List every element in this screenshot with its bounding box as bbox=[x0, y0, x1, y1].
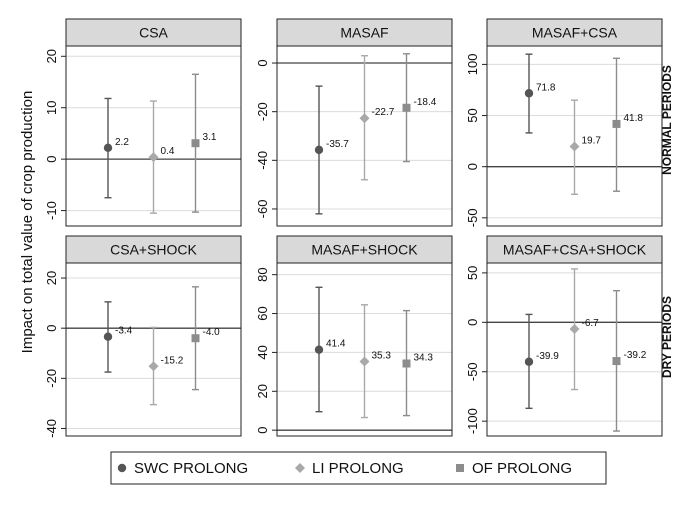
legend-marker bbox=[295, 463, 305, 473]
panel-4-data-label: 41.4 bbox=[326, 339, 346, 350]
legend-label: LI PROLONG bbox=[312, 460, 404, 477]
panel-1-point bbox=[314, 145, 324, 155]
panel-4-tick-label: 20 bbox=[255, 384, 270, 398]
panel-3-point bbox=[103, 332, 113, 341]
panel-2-tick-label: 100 bbox=[465, 54, 480, 76]
legend-label: OF PROLONG bbox=[472, 460, 572, 477]
panel-5-point bbox=[524, 357, 534, 366]
panel-3-point bbox=[191, 334, 200, 343]
panel-3-tick-label: -20 bbox=[44, 369, 59, 388]
panel-0-tick-label: -10 bbox=[44, 201, 59, 220]
panel-2: MASAF+CSA -50 0 50 100 71.8 19.7 41.8 bbox=[465, 18, 663, 227]
panel-3-tick-label: 20 bbox=[44, 271, 59, 285]
panel-3-point bbox=[148, 361, 159, 372]
panel-2-data-label: 41.8 bbox=[624, 113, 644, 124]
panel-0: CSA -10 0 10 20 2.2 0.4 3.1 bbox=[44, 18, 242, 227]
panel-0-data-label: 3.1 bbox=[203, 132, 217, 143]
panel-5-strip bbox=[486, 235, 663, 264]
panel-5: MASAF+CSA+SHOCK -100 -50 0 50 -39.9 -6.7 -39.2 bbox=[465, 235, 663, 437]
panel-1-tick-label: -60 bbox=[255, 200, 270, 219]
panel-4-frame bbox=[276, 262, 453, 437]
panel-3-title: CSA+SHOCK bbox=[110, 242, 197, 258]
legend-marker bbox=[456, 464, 464, 472]
y-axis-label: Impact on total value of crop production bbox=[19, 91, 36, 354]
row-label-dry: DRY PERIODS bbox=[660, 296, 674, 378]
panel-4-strip bbox=[276, 235, 453, 264]
panel-1-data-label: -35.7 bbox=[326, 139, 349, 150]
panel-0-tick-label: 0 bbox=[44, 156, 59, 163]
legend-label: SWC PROLONG bbox=[134, 460, 248, 477]
panel-2-point bbox=[612, 119, 621, 128]
panel-5-data-label: -39.2 bbox=[624, 350, 647, 361]
panel-1-point bbox=[359, 113, 370, 124]
panel-2-data-label: 71.8 bbox=[536, 82, 556, 93]
panel-2-point bbox=[569, 141, 580, 152]
panel-4-tick-label: 80 bbox=[255, 267, 270, 281]
panel-1-tick-label: 0 bbox=[255, 59, 270, 66]
panel-0-data-label: 0.4 bbox=[161, 146, 175, 157]
panel-2-tick-label: 0 bbox=[465, 163, 480, 170]
panel-4: MASAF+SHOCK 0 20 40 60 80 41.4 35.3 34.3 bbox=[255, 235, 453, 437]
panel-3-tick-label: 0 bbox=[44, 325, 59, 332]
panel-2-tick-label: -50 bbox=[465, 208, 480, 227]
legend-marker bbox=[117, 463, 127, 473]
panel-5-data-label: -6.7 bbox=[582, 318, 600, 329]
chart-panels: CSA-10010202.20.43.1MASAF-60-40-200-35.7… bbox=[44, 18, 663, 438]
panel-2-point bbox=[524, 89, 534, 98]
panel-3-data-label: -15.2 bbox=[161, 355, 184, 366]
panel-5-point bbox=[612, 357, 621, 366]
panel-5-tick-label: -100 bbox=[465, 408, 480, 434]
panel-5-title: MASAF+CSA+SHOCK bbox=[503, 242, 647, 258]
panel-1-data-label: -18.4 bbox=[414, 97, 437, 108]
panel-3-data-label: -4.0 bbox=[203, 327, 221, 338]
panel-1-point bbox=[402, 103, 411, 112]
panel-1: MASAF -60 -40 -20 0 -35.7 -22.7 -18.4 bbox=[255, 18, 453, 227]
panel-1-data-label: -22.7 bbox=[372, 107, 395, 118]
panel-5-point bbox=[569, 323, 580, 334]
row-label-normal: NORMAL PERIODS bbox=[660, 65, 674, 175]
panel-4-tick-label: 0 bbox=[255, 427, 270, 434]
panel-3-tick-label: -40 bbox=[44, 419, 59, 438]
panel-4-point bbox=[402, 359, 411, 368]
panel-1-strip bbox=[276, 18, 453, 47]
panel-3-strip bbox=[65, 235, 242, 264]
legend-box bbox=[110, 451, 607, 485]
legend: SWC PROLONG LI PROLONG OF PROLONG bbox=[110, 451, 607, 485]
panel-1-frame bbox=[276, 45, 453, 227]
panel-2-frame bbox=[486, 45, 663, 227]
panel-2-tick-label: 50 bbox=[465, 108, 480, 122]
panel-3: CSA+SHOCK -40 -20 0 20 -3.4 -15.2 -4.0 bbox=[44, 235, 242, 438]
panel-0-tick-label: 20 bbox=[44, 49, 59, 63]
panel-5-data-label: -39.9 bbox=[536, 351, 559, 362]
panel-0-tick-label: 10 bbox=[44, 100, 59, 114]
panel-2-data-label: 19.7 bbox=[582, 136, 602, 147]
panel-5-frame bbox=[486, 262, 663, 437]
panel-3-frame bbox=[65, 262, 242, 437]
panel-0-strip bbox=[65, 18, 242, 47]
panel-4-data-label: 35.3 bbox=[372, 351, 392, 362]
panel-0-title: CSA bbox=[139, 25, 168, 41]
panel-1-tick-label: -20 bbox=[255, 102, 270, 121]
panel-4-point bbox=[359, 356, 370, 367]
panel-1-tick-label: -40 bbox=[255, 151, 270, 170]
panel-0-point bbox=[148, 152, 159, 163]
panel-4-title: MASAF+SHOCK bbox=[311, 242, 418, 258]
panel-4-tick-label: 60 bbox=[255, 306, 270, 320]
panel-0-frame bbox=[65, 45, 242, 227]
panel-0-data-label: 2.2 bbox=[115, 137, 129, 148]
panel-3-data-label: -3.4 bbox=[115, 326, 133, 337]
panel-4-data-label: 34.3 bbox=[414, 352, 434, 363]
panel-5-tick-label: 0 bbox=[465, 319, 480, 326]
panel-1-title: MASAF bbox=[340, 25, 388, 41]
panel-5-tick-label: 50 bbox=[465, 266, 480, 280]
panel-4-point bbox=[314, 345, 324, 354]
panel-4-tick-label: 40 bbox=[255, 345, 270, 359]
panel-5-tick-label: -50 bbox=[465, 362, 480, 381]
panel-0-point bbox=[103, 143, 113, 153]
panel-2-title: MASAF+CSA bbox=[532, 25, 618, 41]
panel-0-point bbox=[191, 139, 200, 148]
